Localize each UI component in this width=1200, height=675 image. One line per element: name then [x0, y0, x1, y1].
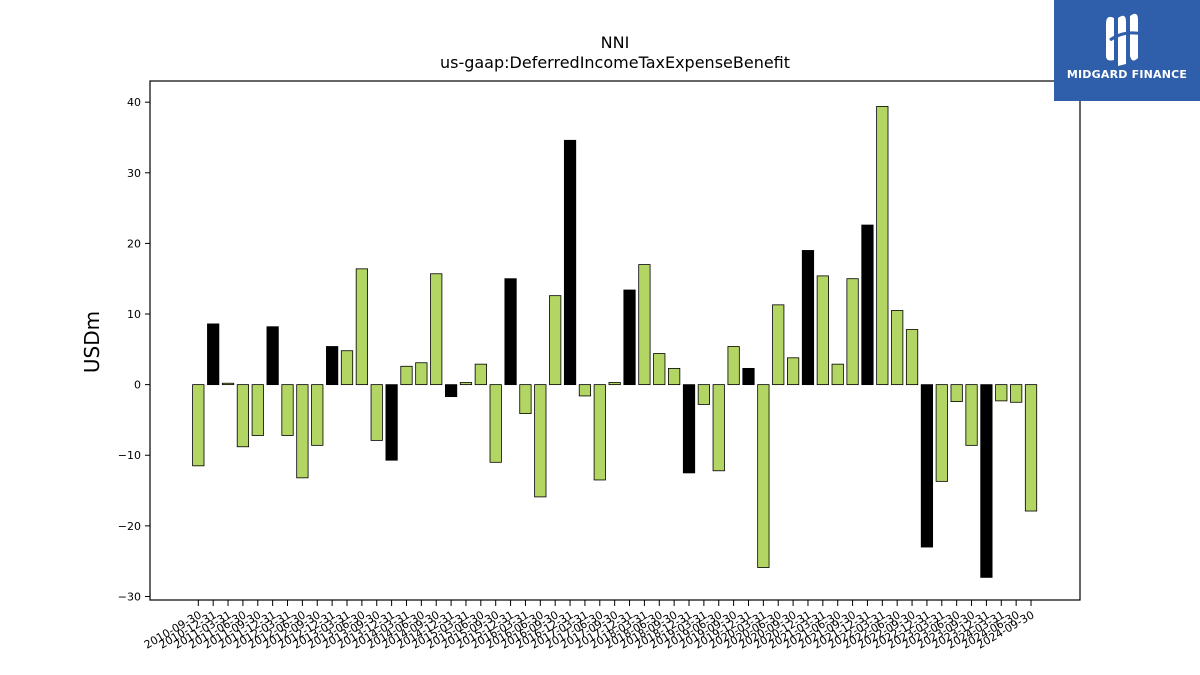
bar-2023-09-30 [965, 384, 978, 446]
bar-2011-03-31 [221, 382, 235, 386]
bar-2013-12-31 [385, 384, 398, 461]
bar-2022-09-30 [905, 329, 919, 386]
bar-2021-06-30 [831, 363, 844, 386]
bar-2018-03-31 [638, 264, 651, 386]
bar-2014-09-30 [430, 273, 443, 386]
y-tick-label: 10 [127, 308, 141, 321]
bar-2011-06-30 [236, 384, 250, 448]
chart-subtitle: us-gaap:DeferredIncomeTaxExpenseBenefit [440, 53, 790, 72]
bar-2020-03-31 [757, 384, 770, 568]
bar-2012-12-31 [326, 346, 339, 386]
bar-2021-09-30 [846, 278, 859, 386]
bar-2022-12-31 [920, 384, 934, 548]
bar-2013-06-30 [355, 268, 368, 386]
bar-2016-12-31 [563, 139, 577, 386]
company-logo: MIDGARD FINANCE [1054, 0, 1200, 101]
y-tick-label: 30 [127, 167, 141, 180]
bar-2023-12-31 [980, 384, 993, 578]
bar-2022-06-30 [891, 310, 904, 386]
bars-group [192, 106, 1038, 578]
bar-2020-12-31 [801, 250, 815, 386]
bar-2017-09-30 [608, 382, 621, 386]
bar-2013-09-30 [370, 384, 383, 441]
y-axis-label: USDm [80, 311, 104, 373]
bar-2012-03-31 [281, 384, 294, 436]
y-tick-label: −10 [118, 449, 141, 462]
x-ticks: 2010-09-302010-12-312011-03-312011-06-30… [142, 600, 1037, 652]
bar-2024-09-30 [1024, 384, 1038, 512]
bar-2017-06-30 [593, 384, 606, 481]
bar-2021-03-31 [816, 275, 829, 386]
bar-2018-12-31 [682, 384, 696, 474]
y-tick-label: −30 [118, 590, 141, 603]
bar-2015-09-30 [489, 384, 502, 463]
bar-2021-12-31 [861, 224, 874, 386]
bar-2019-09-30 [727, 346, 740, 386]
bar-2022-03-31 [876, 106, 889, 386]
y-ticks: −30 −20 −10 0 10 20 30 40 [118, 96, 150, 603]
bar-2019-03-31 [697, 384, 710, 405]
logo-text: MIDGARD FINANCE [1066, 68, 1188, 81]
bar-2016-09-30 [549, 295, 562, 386]
bar-2012-06-30 [296, 384, 309, 479]
chart-title: NNI [601, 33, 630, 52]
bar-2020-09-30 [787, 357, 800, 386]
bar-2013-03-31 [340, 350, 354, 386]
plot-frame [149, 80, 1081, 601]
bar-2023-03-31 [935, 384, 948, 482]
y-tick-label: 0 [134, 379, 141, 392]
bar-2019-12-31 [742, 367, 755, 386]
bar-2011-12-31 [266, 326, 279, 386]
bar-2016-06-30 [534, 384, 547, 498]
bar-2024-06-30 [1010, 384, 1023, 403]
bar-2018-09-30 [668, 367, 681, 386]
bar-2010-12-31 [207, 323, 220, 386]
bar-2016-03-31 [519, 384, 532, 414]
bar-2020-06-30 [772, 304, 785, 386]
bar-2014-12-31 [444, 384, 458, 398]
y-tick-label: −20 [118, 520, 141, 533]
bar-2024-03-31 [995, 384, 1008, 402]
bar-2017-12-31 [623, 289, 636, 386]
bar-2014-03-31 [400, 365, 413, 386]
y-tick-label: 20 [127, 237, 141, 250]
bar-2015-06-30 [474, 363, 487, 386]
bar-2017-03-31 [578, 384, 592, 397]
bar-2011-09-30 [251, 384, 264, 436]
bar-2010-09-30 [192, 384, 205, 467]
bar-2015-03-31 [459, 382, 473, 386]
bar-2023-06-30 [950, 384, 963, 402]
bar-2019-06-30 [712, 384, 725, 472]
bar-2014-06-30 [415, 362, 428, 386]
bar-2018-06-30 [653, 353, 666, 386]
bar-2015-12-31 [504, 278, 517, 386]
bar-2012-09-30 [311, 384, 324, 446]
midgard-logo-icon [1106, 13, 1143, 66]
y-tick-label: 40 [127, 96, 141, 109]
